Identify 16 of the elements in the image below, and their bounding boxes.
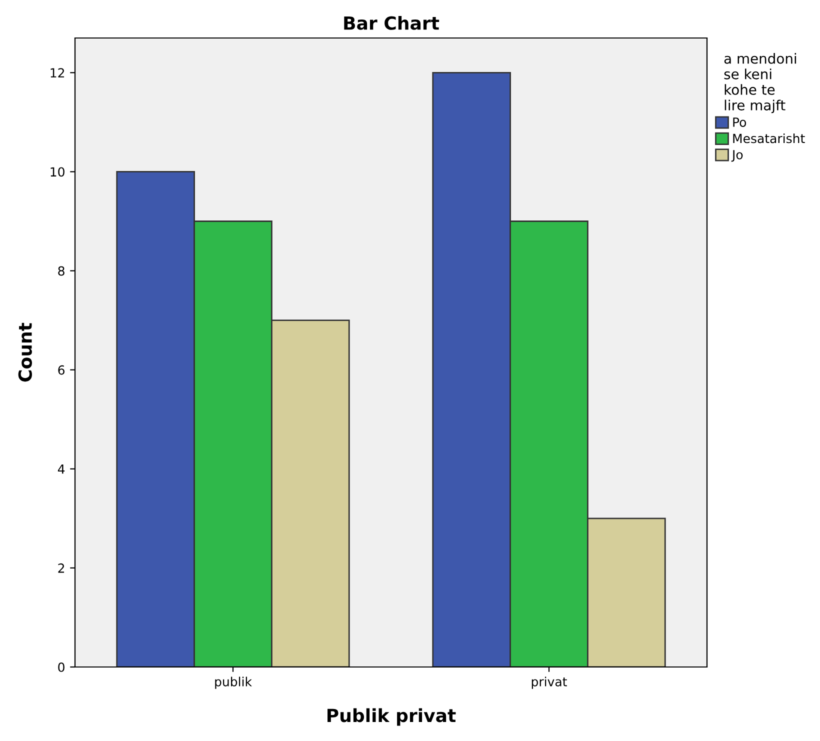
y-axis-title: Count [18,322,32,382]
x-tick-label: privat [532,676,567,689]
y-tick-label: 10 [50,167,64,177]
legend-title: a mendoni se keni kohe te lire majft [724,53,796,114]
chart-title: Bar Chart [344,16,440,30]
y-tick-label: 4 [58,464,65,474]
y-tick-label: 6 [58,365,64,375]
legend-label: Mesatarisht [733,133,805,144]
y-tick-label: 0 [58,662,64,672]
y-tick-label: 2 [58,563,64,573]
x-axis-title: Publik privat [328,708,456,726]
legend-label: Jo [731,150,743,162]
legend-label: Po [733,118,746,127]
y-tick-label: 12 [50,68,64,78]
x-tick-label: publik [215,676,252,689]
y-tick-label: 8 [58,266,64,276]
